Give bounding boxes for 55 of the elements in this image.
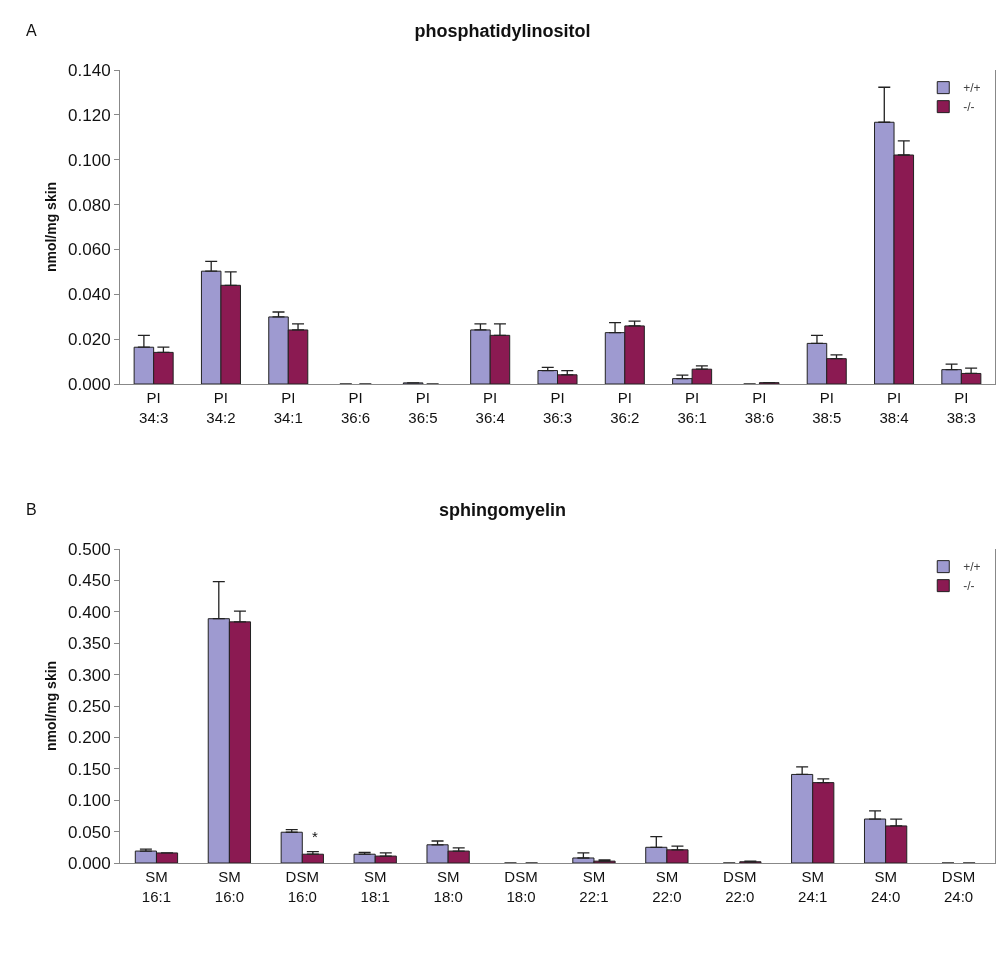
annotation: *: [312, 828, 318, 845]
x-tick-label: SM 22:1: [579, 868, 609, 905]
y-tick-label: 0.050: [68, 822, 111, 842]
y-tick-label: 0.300: [68, 665, 111, 685]
y-axis-title: nmol/mg skin: [42, 660, 59, 752]
y-tick-label: 0.400: [68, 602, 111, 622]
x-tick-label: SM 16:0: [214, 868, 244, 905]
legend-label: -/-: [963, 579, 975, 594]
x-tick-label: PI 38:6: [744, 389, 775, 426]
x-tick-label: PI 38:5: [812, 389, 842, 426]
x-tick-label: SM 22:0: [652, 868, 682, 905]
chart-title: sphingomyelin: [438, 499, 567, 520]
x-tick-label: PI 36:1: [677, 389, 707, 426]
y-tick-label: 0.080: [68, 195, 111, 215]
y-axis-title: nmol/mg skin: [42, 181, 59, 273]
x-tick-label: PI 34:1: [273, 389, 303, 426]
legend-label: +/+: [963, 560, 981, 575]
x-tick-label: DSM 16:0: [285, 868, 319, 905]
y-tick-label: 0.450: [68, 571, 111, 591]
x-tick-label: PI 36:2: [610, 389, 640, 426]
y-tick-label: 0.200: [68, 728, 111, 748]
y-tick-label: 0.140: [68, 60, 111, 80]
text: A: [26, 22, 37, 39]
legend-label: -/-: [963, 100, 975, 115]
x-tick-label: PI 36:5: [408, 389, 438, 426]
x-tick-label: PI 36:6: [340, 389, 371, 426]
y-tick-label: 0.000: [68, 374, 111, 394]
x-tick-label: PI 38:4: [879, 389, 909, 426]
x-tick-label: SM 18:1: [360, 868, 390, 905]
x-tick-label: PI 34:2: [206, 389, 236, 426]
y-tick-label: 0.020: [68, 330, 111, 350]
y-tick-label: 0.060: [68, 240, 111, 260]
y-tick-label: 0.250: [68, 696, 111, 716]
y-tick-label: 0.100: [68, 150, 111, 170]
x-tick-label: PI 34:3: [139, 389, 169, 426]
chart-title: phosphatidylinositol: [414, 20, 591, 41]
x-tick-label: SM 16:1: [141, 868, 172, 905]
text: B: [26, 501, 37, 518]
y-tick-label: 0.000: [68, 853, 111, 873]
y-tick-label: 0.150: [68, 759, 111, 779]
x-tick-label: DSM 24:0: [941, 868, 976, 905]
y-tick-label: 0.040: [68, 285, 111, 305]
y-tick-label: 0.500: [68, 539, 111, 559]
y-tick-label: 0.120: [68, 105, 111, 125]
x-tick-label: PI 36:3: [542, 389, 573, 426]
x-tick-label: PI 36:4: [475, 389, 505, 426]
y-tick-label: 0.350: [68, 634, 111, 654]
x-tick-label: SM 18:0: [433, 868, 463, 905]
x-tick-label: DSM 22:0: [723, 868, 757, 905]
x-tick-label: DSM 18:0: [504, 868, 538, 905]
x-tick-label: PI 38:3: [946, 389, 976, 426]
legend-label: +/+: [963, 81, 981, 96]
y-tick-label: 0.100: [68, 791, 111, 811]
x-tick-label: SM 24:0: [871, 868, 901, 905]
x-tick-label: SM 24:1: [798, 868, 828, 905]
